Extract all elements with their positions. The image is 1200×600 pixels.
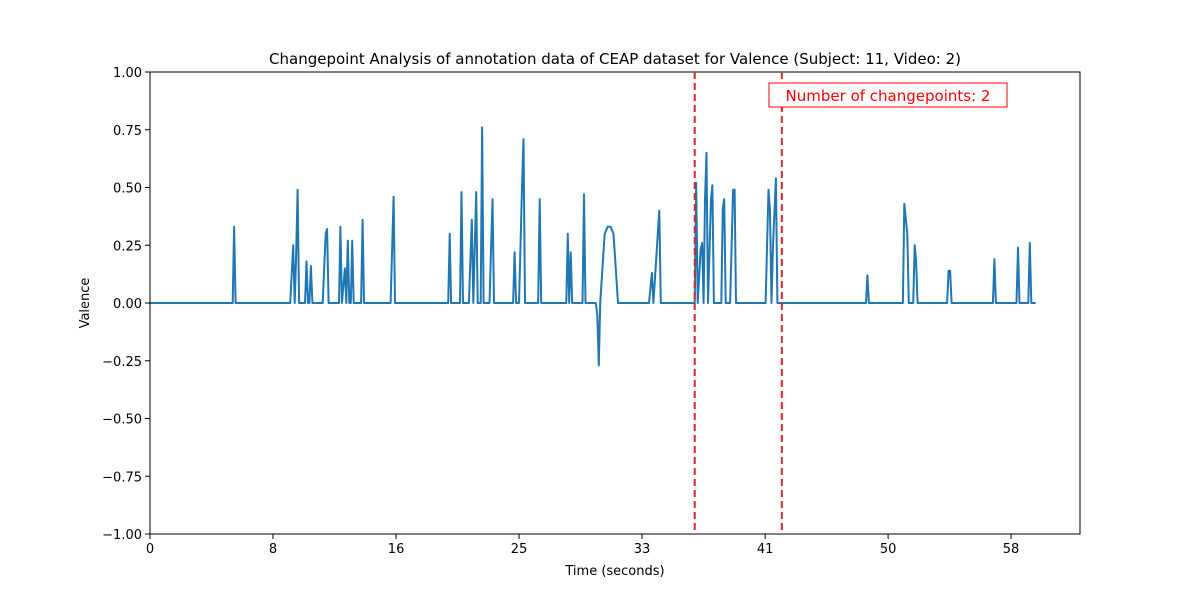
valence-series-line [150, 126, 1036, 367]
annotation-box [768, 82, 1008, 108]
y-tick-label: 0.25 [113, 239, 142, 254]
y-tick-label: 1.00 [113, 66, 142, 81]
y-axis-label: Valence [78, 278, 93, 329]
x-tick-label: 41 [757, 542, 774, 557]
x-tick-label: 58 [1003, 542, 1020, 557]
x-tick-label: 0 [146, 542, 154, 557]
y-tick-label: 0.00 [113, 297, 142, 312]
changepoint-lines [693, 72, 783, 534]
x-axis-label: Time (seconds) [564, 564, 664, 579]
y-axis-ticks: −1.00 −0.75 −0.50 −0.25 0.00 0.25 0.50 0.75 1.00 [102, 66, 150, 543]
annotation-text: Number of changepoints: 2 [786, 87, 991, 105]
plot-area [150, 126, 1036, 367]
x-tick-label: 8 [269, 542, 277, 557]
x-tick-label: 25 [511, 542, 528, 557]
x-axis-ticks: 0 8 16 25 33 41 50 58 [146, 534, 1019, 557]
y-tick-label: −0.50 [102, 413, 142, 428]
x-tick-label: 33 [634, 542, 651, 557]
y-tick-label: 0.50 [113, 182, 142, 197]
changepoint-count-annotation: Number of changepoints: 2 [768, 82, 1008, 108]
y-tick-label: −0.75 [102, 470, 142, 485]
x-tick-label: 50 [880, 542, 897, 557]
chart-title: Changepoint Analysis of annotation data … [269, 50, 961, 68]
x-tick-label: 16 [388, 542, 405, 557]
y-tick-label: 0.75 [113, 124, 142, 139]
y-tick-label: −1.00 [102, 528, 142, 543]
y-tick-label: −0.25 [102, 355, 142, 370]
